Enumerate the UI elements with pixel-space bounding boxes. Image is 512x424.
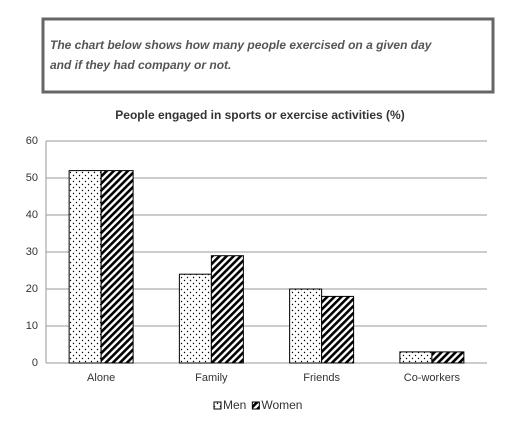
bar bbox=[68, 170, 102, 364]
y-tick-label: 40 bbox=[26, 209, 38, 221]
note-line: and if they had company or not. bbox=[50, 58, 231, 72]
bar bbox=[321, 295, 355, 364]
bar bbox=[100, 170, 134, 364]
legend-swatch bbox=[213, 401, 222, 410]
legend-label: Men bbox=[223, 398, 246, 412]
y-tick-label: 30 bbox=[26, 246, 38, 258]
note-box bbox=[41, 17, 495, 94]
chart-title: People engaged in sports or exercise act… bbox=[115, 108, 404, 122]
y-tick-label: 50 bbox=[26, 172, 38, 184]
x-tick-label: Co-workers bbox=[404, 372, 461, 384]
y-tick-label: 60 bbox=[26, 135, 38, 147]
y-tick-label: 20 bbox=[26, 283, 38, 295]
bar bbox=[399, 351, 433, 364]
x-tick-label: Family bbox=[195, 372, 228, 384]
x-tick-label: Alone bbox=[87, 372, 115, 384]
bar bbox=[289, 288, 323, 364]
x-tick-label: Friends bbox=[303, 372, 340, 384]
bar bbox=[210, 255, 244, 364]
y-tick-label: 10 bbox=[26, 320, 38, 332]
legend-swatch bbox=[251, 401, 260, 410]
y-tick-label: 0 bbox=[32, 357, 38, 369]
legend-label: Women bbox=[261, 398, 302, 412]
bar bbox=[178, 273, 212, 364]
note-line: The chart below shows how many people ex… bbox=[50, 38, 433, 52]
bar bbox=[431, 351, 465, 364]
